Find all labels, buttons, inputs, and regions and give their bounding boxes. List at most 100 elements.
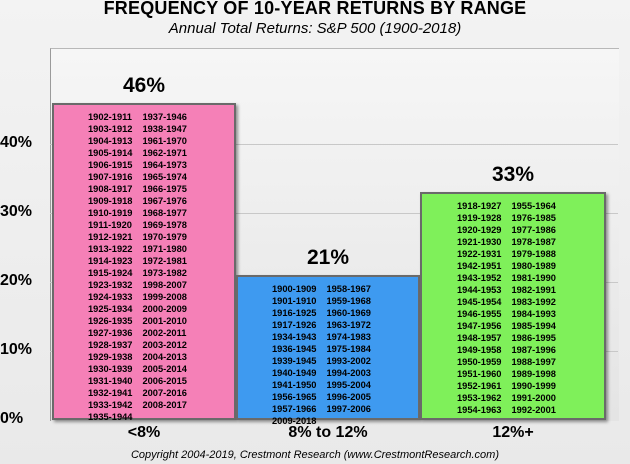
period-label: 1930-1939: [88, 363, 133, 374]
period-label: 1958-1967: [326, 284, 371, 295]
period-label: 1996-2005: [326, 392, 371, 403]
x-tick-label: 12%+: [492, 424, 534, 441]
period-column: 1958-1967 1959-1968 1960-1969 1963-1972 1974…: [326, 283, 370, 427]
gridline: [50, 144, 618, 145]
period-label: 1968-1977: [142, 207, 187, 218]
bar-2: [236, 275, 420, 420]
period-label: 1969-1978: [142, 219, 187, 230]
period-label: 1992-2001: [511, 405, 556, 416]
period-label: 1912-1921: [88, 231, 133, 242]
x-tick-label: <8%: [127, 424, 161, 441]
period-label: 1934-1943: [272, 332, 317, 343]
period-label: 1975-1984: [326, 344, 371, 355]
period-label: 1944-1953: [457, 285, 502, 296]
period-label: 1967-1976: [142, 195, 187, 206]
period-label: 1973-1982: [142, 267, 187, 278]
period-label: 1908-1917: [88, 183, 133, 194]
period-label: 1943-1952: [457, 273, 502, 284]
period-label: 1921-1930: [457, 237, 502, 248]
period-label: 1979-1988: [511, 249, 556, 260]
period-label: 1916-1925: [272, 308, 317, 319]
period-label: 1911-1920: [88, 219, 132, 230]
y-tick-label: 0%: [0, 410, 24, 427]
period-label: 2005-2014: [142, 363, 187, 374]
period-column: 1900-1909 1901-1910 1916-1925 1917-1926 1934…: [272, 283, 316, 427]
period-label: 1949-1958: [457, 345, 502, 356]
period-label: 2003-2012: [142, 339, 187, 350]
period-label: 1913-1922: [88, 243, 133, 254]
period-label: 1929-1938: [88, 351, 133, 362]
period-label: 1903-1912: [88, 123, 133, 134]
period-label: 1957-1966: [272, 404, 317, 415]
period-label: 2002-2011: [142, 327, 187, 338]
y-tick-label: 20%: [0, 272, 33, 289]
y-tick-label: 30%: [0, 203, 33, 220]
period-label: 1984-1993: [511, 309, 556, 320]
period-label: 1953-1962: [457, 393, 502, 404]
period-label: 1950-1959: [457, 357, 502, 368]
x-tick-label: 8% to 12%: [288, 424, 368, 441]
period-label: 1920-1929: [457, 225, 502, 236]
period-label: 1927-1936: [88, 327, 133, 338]
period-label: 1915-1924: [88, 267, 133, 278]
period-label: 1923-1932: [88, 279, 133, 290]
period-label: 1978-1987: [511, 237, 556, 248]
period-label: 1974-1983: [326, 332, 371, 343]
period-label: 1998-2007: [142, 279, 187, 290]
period-label: 1995-2004: [326, 380, 371, 391]
bar-period-list: 1918-1927 1919-1928 1920-1929 1921-1930 1922…: [457, 200, 556, 416]
period-label: 1937-1946: [142, 111, 187, 122]
period-label: 1939-1945: [272, 356, 317, 367]
period-label: 1945-1954: [457, 297, 502, 308]
period-column: 1918-1927 1919-1928 1920-1929 1921-1930 1922…: [457, 200, 501, 416]
period-label: 1983-1992: [511, 297, 556, 308]
period-label: 1997-2006: [326, 404, 371, 415]
period-label: 1956-1965: [272, 392, 317, 403]
period-label: 1994-2003: [326, 368, 371, 379]
period-label: 1988-1997: [511, 357, 556, 368]
period-label: 1963-1972: [326, 320, 371, 331]
period-label: 1932-1941: [88, 387, 133, 398]
period-label: 1931-1940: [88, 375, 133, 386]
bar-period-list: 1900-1909 1901-1910 1916-1925 1917-1926 1934…: [272, 283, 371, 427]
period-label: 1935-1944: [88, 411, 133, 422]
period-label: 1936-1945: [272, 344, 317, 355]
period-label: 1981-1990: [511, 273, 556, 284]
period-label: 1924-1933: [88, 291, 133, 302]
period-label: 1926-1935: [88, 315, 133, 326]
period-label: 1948-1957: [457, 333, 502, 344]
period-label: 1907-1916: [88, 171, 133, 182]
period-label: 1933-1942: [88, 399, 133, 410]
period-label: 1960-1969: [326, 308, 371, 319]
period-label: 1925-1934: [88, 303, 133, 314]
period-label: 1951-1960: [457, 369, 502, 380]
period-label: 1976-1985: [511, 213, 556, 224]
period-label: 1971-1980: [142, 243, 187, 254]
period-label: 1942-1951: [457, 261, 502, 272]
gridline: [50, 213, 618, 214]
period-label: 1938-1947: [142, 123, 187, 134]
period-label: 1970-1979: [142, 231, 187, 242]
period-label: 1986-1995: [511, 333, 556, 344]
period-label: 1940-1949: [272, 368, 317, 379]
period-label: 1941-1950: [272, 380, 317, 391]
period-label: 1928-1937: [88, 339, 133, 350]
period-label: 2004-2013: [142, 351, 187, 362]
period-label: 1990-1999: [511, 381, 556, 392]
bar-value-label: 33%: [491, 163, 535, 187]
period-column: 1902-1911 1903-1912 1904-1913 1905-1914 1906…: [88, 111, 132, 423]
period-label: 1985-1994: [511, 321, 556, 332]
chart-subtitle: Annual Total Returns: S&P 500 (1900-2018…: [168, 20, 462, 37]
period-label: 1991-2000: [511, 393, 556, 404]
period-label: 1972-1981: [142, 255, 187, 266]
period-label: 1955-1964: [511, 201, 556, 212]
bar-value-label: 21%: [306, 246, 350, 270]
period-label: 1946-1955: [457, 309, 502, 320]
period-label: 1910-1919: [88, 207, 133, 218]
period-label: 1977-1986: [511, 225, 556, 236]
period-label: 1964-1973: [142, 159, 187, 170]
period-label: 1901-1910: [272, 296, 317, 307]
period-label: 2008-2017: [142, 399, 187, 410]
period-label: 2009-2018: [272, 416, 317, 427]
